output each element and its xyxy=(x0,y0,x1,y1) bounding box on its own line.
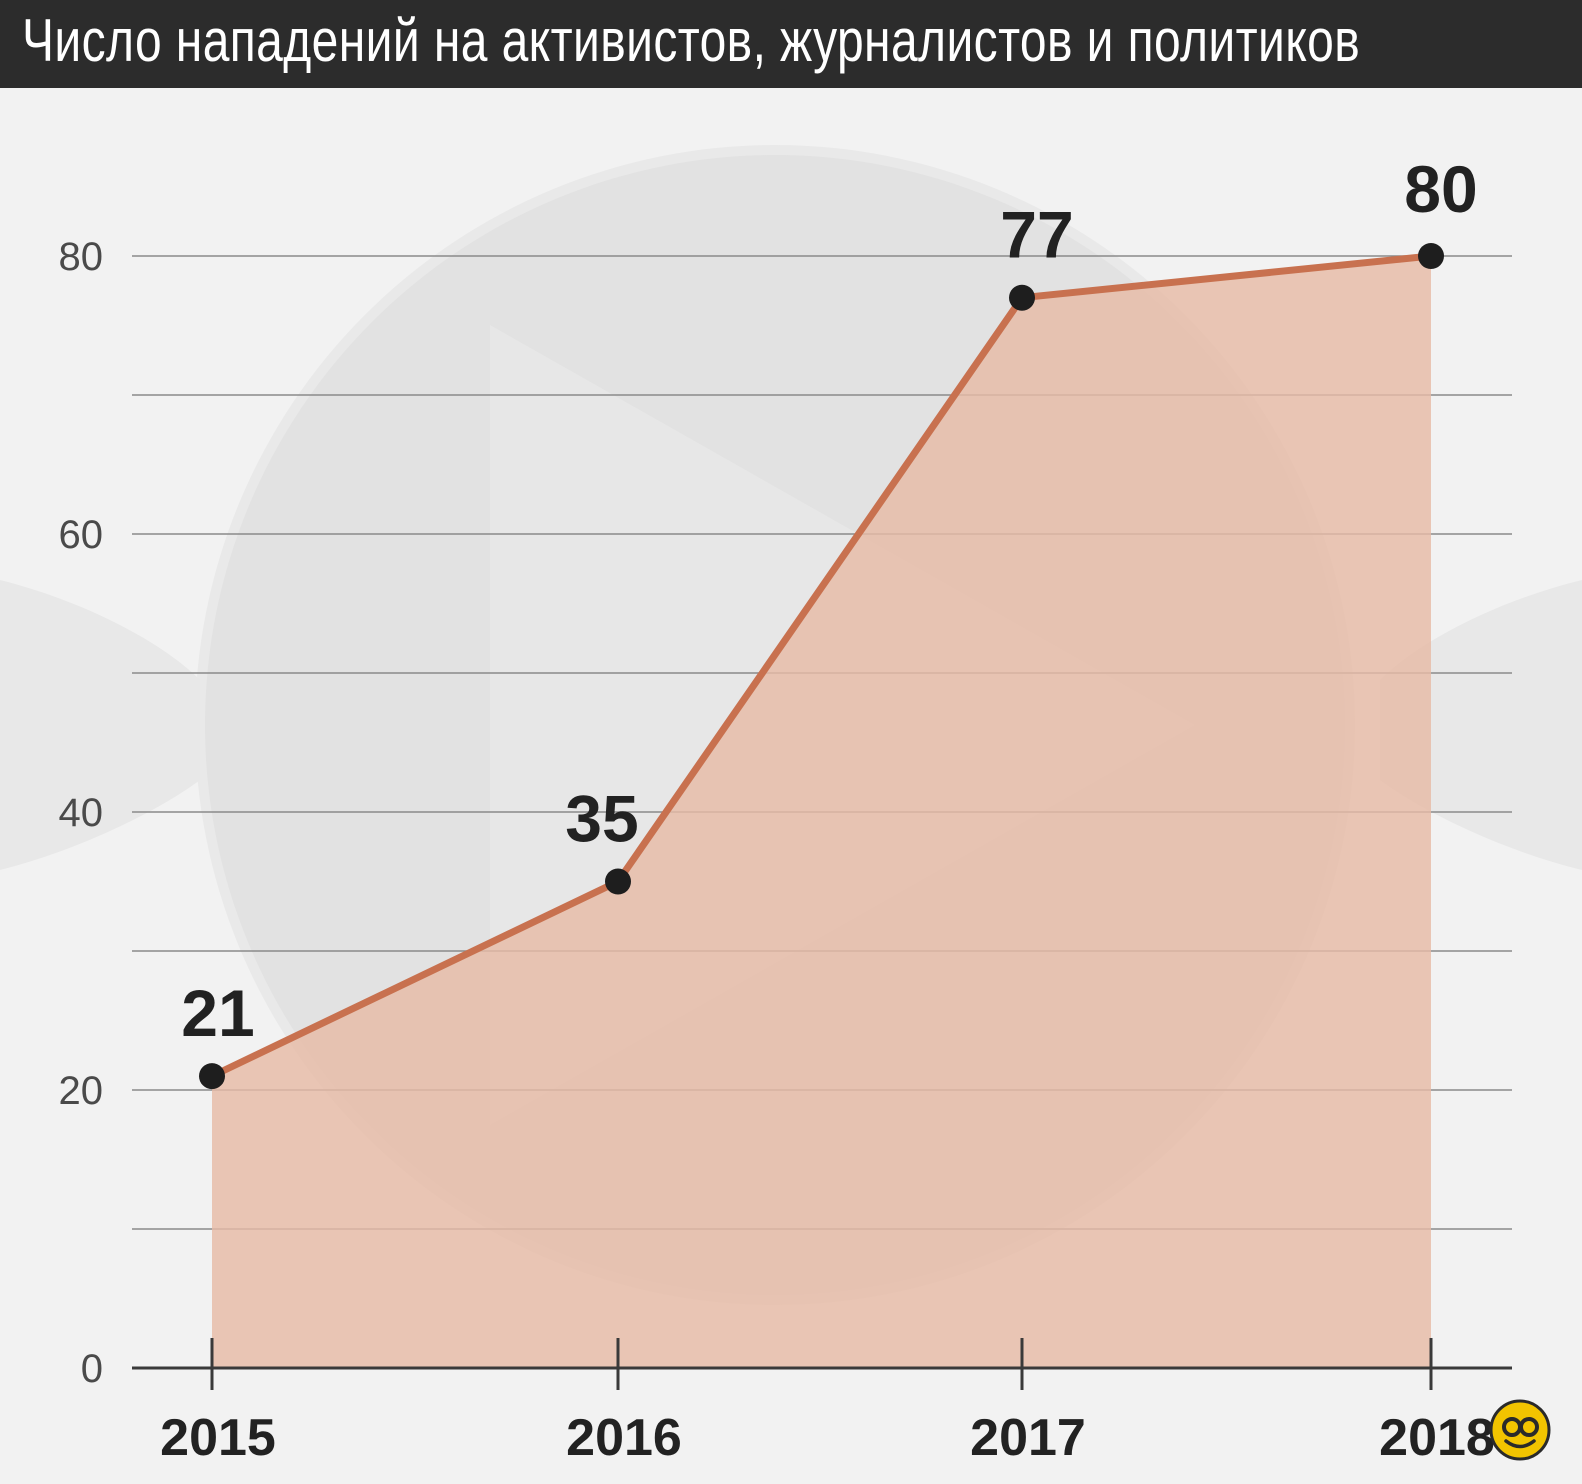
title-bar: Число нападений на активистов, журналист… xyxy=(0,0,1582,88)
series-line xyxy=(208,252,1435,1080)
area-fill-layer xyxy=(212,256,1431,1368)
data-label: 77 xyxy=(1000,198,1073,272)
x-tick-label: 2017 xyxy=(970,1409,1086,1467)
data-label: 21 xyxy=(181,976,254,1050)
y-tick-label: 0 xyxy=(81,1347,103,1391)
data-point xyxy=(1009,284,1035,311)
y-tick-label: 60 xyxy=(59,513,104,557)
area-fill xyxy=(212,256,1431,1368)
x-tick-label: 2018 xyxy=(1379,1409,1495,1467)
data-point xyxy=(199,1063,225,1090)
labels-layer: 21 35 77 80 xyxy=(181,152,1477,1050)
y-tick-label: 80 xyxy=(59,235,104,279)
markers-layer xyxy=(199,243,1444,1090)
x-axis-layer: 2015 2016 2017 2018 xyxy=(132,1338,1512,1467)
y-tick-label: 40 xyxy=(59,791,104,835)
y-tick-label: 20 xyxy=(59,1069,104,1113)
data-label: 35 xyxy=(565,782,638,856)
x-tick-label: 2016 xyxy=(566,1409,682,1467)
line-layer xyxy=(208,252,1435,1080)
data-label: 80 xyxy=(1404,152,1477,226)
data-point xyxy=(1418,243,1444,269)
x-tick-label: 2015 xyxy=(160,1409,276,1467)
chart-title: Число нападений на активистов, журналист… xyxy=(22,7,1361,74)
smiley-badge-icon xyxy=(1489,1399,1551,1461)
data-point xyxy=(605,868,631,895)
